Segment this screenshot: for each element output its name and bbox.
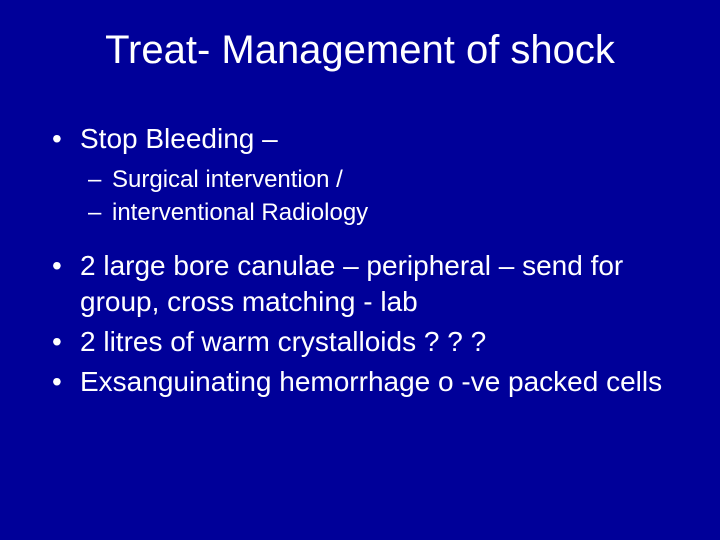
bullet-text: 2 litres of warm crystalloids ? ? ? bbox=[80, 326, 486, 357]
bullet-item: 2 large bore canulae – peripheral – send… bbox=[40, 248, 680, 320]
sub-text: Surgical intervention / bbox=[112, 166, 343, 193]
bullet-text: 2 large bore canulae – peripheral – send… bbox=[80, 250, 623, 317]
bullet-item: 2 litres of warm crystalloids ? ? ? bbox=[40, 324, 680, 360]
sub-item: interventional Radiology bbox=[80, 198, 680, 229]
sub-list: Surgical intervention / interventional R… bbox=[80, 165, 680, 228]
bullet-text: Stop Bleeding – bbox=[80, 123, 278, 154]
bullet-text: Exsanguinating hemorrhage o -ve packed c… bbox=[80, 366, 662, 397]
slide-container: Treat- Management of shock Stop Bleeding… bbox=[0, 0, 720, 540]
sub-item: Surgical intervention / bbox=[80, 165, 680, 196]
slide-title: Treat- Management of shock bbox=[40, 28, 680, 73]
bullet-list: Stop Bleeding – Surgical intervention / … bbox=[40, 121, 680, 400]
bullet-item: Stop Bleeding – Surgical intervention / … bbox=[40, 121, 680, 228]
sub-text: interventional Radiology bbox=[112, 199, 368, 226]
bullet-item: Exsanguinating hemorrhage o -ve packed c… bbox=[40, 364, 680, 400]
